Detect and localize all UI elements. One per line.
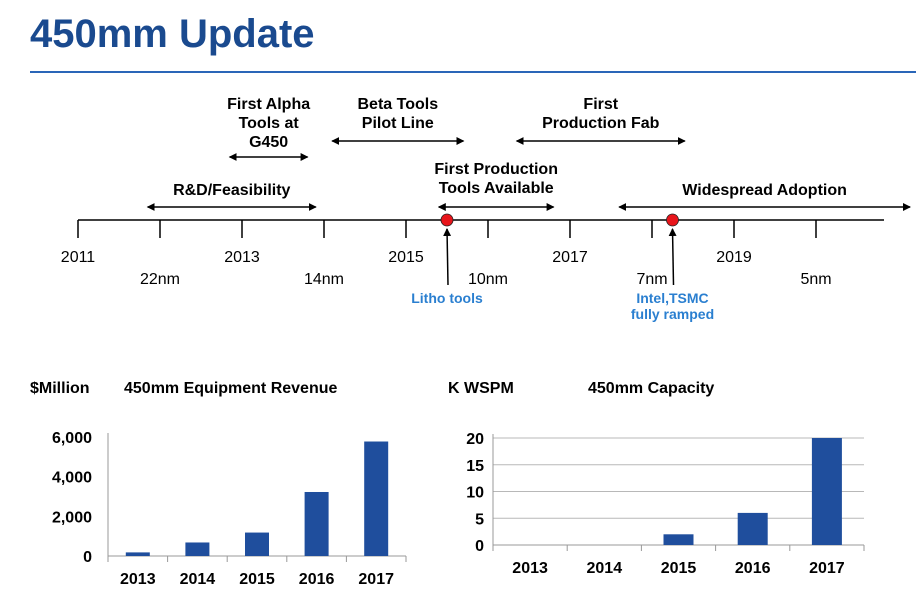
timeline-node-label: 10nm xyxy=(467,271,509,288)
timeline-year-label: 2017 xyxy=(552,249,588,266)
timeline-year-label: 2019 xyxy=(716,249,752,266)
chart1-y-tick-label: 6,000 xyxy=(52,430,92,447)
chart1-bar xyxy=(245,532,269,556)
title-divider xyxy=(30,71,916,73)
phase-label: Beta Tools Pilot Line xyxy=(357,96,439,132)
timeline-node-label: 7nm xyxy=(636,271,668,288)
chart2-title: 450mm Capacity xyxy=(588,380,715,397)
timeline-node-label: 14nm xyxy=(303,271,345,288)
chart1-bar xyxy=(304,491,329,556)
chart1-title: 450mm Equipment Revenue xyxy=(124,380,338,397)
chart1-y-tick-label: 2,000 xyxy=(52,509,92,526)
chart1-x-tick-label: 2013 xyxy=(120,571,156,588)
phase-label: First Alpha Tools at G450 xyxy=(227,96,311,151)
milestone-note: Litho tools xyxy=(411,290,483,306)
chart2-bar xyxy=(663,534,694,545)
slide-title: 450mm Update xyxy=(30,12,315,56)
phase-label: R&D/Feasibility xyxy=(173,182,291,199)
chart1-bar xyxy=(185,542,210,556)
timeline-year-label: 2015 xyxy=(388,249,424,266)
chart2-x-tick-label: 2016 xyxy=(735,560,771,577)
chart1-x-tick-label: 2017 xyxy=(358,571,394,588)
chart1-y-tick-label: 0 xyxy=(83,549,92,566)
chart2-x-tick-label: 2015 xyxy=(661,560,697,577)
milestone-marker xyxy=(666,213,679,227)
chart2-x-tick-label: 2013 xyxy=(512,560,548,577)
chart1-x-tick-label: 2016 xyxy=(299,571,335,588)
chart2-x-tick-label: 2014 xyxy=(587,560,623,577)
milestone-note: Intel,TSMC fully ramped xyxy=(630,290,715,322)
chart1-bar xyxy=(125,552,150,556)
chart2-y-tick-label: 10 xyxy=(466,485,484,502)
phase-label: First Production Fab xyxy=(542,96,660,132)
chart2-y-tick-label: 20 xyxy=(466,431,484,448)
milestone-pointer xyxy=(443,228,452,286)
chart2-y-tick-label: 15 xyxy=(466,458,484,475)
timeline-node-label: 5nm xyxy=(800,271,832,288)
chart1-x-tick-label: 2014 xyxy=(180,571,216,588)
timeline-node-label: 22nm xyxy=(139,271,181,288)
chart1-y-tick-label: 4,000 xyxy=(52,470,92,487)
chart1-bar xyxy=(364,441,389,556)
milestone-marker xyxy=(440,213,454,227)
timeline-year-label: 2011 xyxy=(60,249,96,266)
chart1-x-tick-label: 2015 xyxy=(239,571,275,588)
chart2-unit-label: K WSPM xyxy=(448,380,514,397)
chart1-unit-label: $Million xyxy=(30,380,90,397)
chart2-bar xyxy=(811,438,842,545)
phase-label: Widespread Adoption xyxy=(682,182,847,199)
chart2-y-tick-label: 5 xyxy=(475,511,484,528)
timeline-year-label: 2013 xyxy=(224,249,260,266)
phase-label: First Production Tools Available xyxy=(434,161,558,197)
chart2-y-tick-label: 0 xyxy=(475,538,484,555)
chart2-x-tick-label: 2017 xyxy=(809,560,845,577)
milestone-pointer xyxy=(668,228,677,286)
chart2-bar xyxy=(737,512,768,545)
